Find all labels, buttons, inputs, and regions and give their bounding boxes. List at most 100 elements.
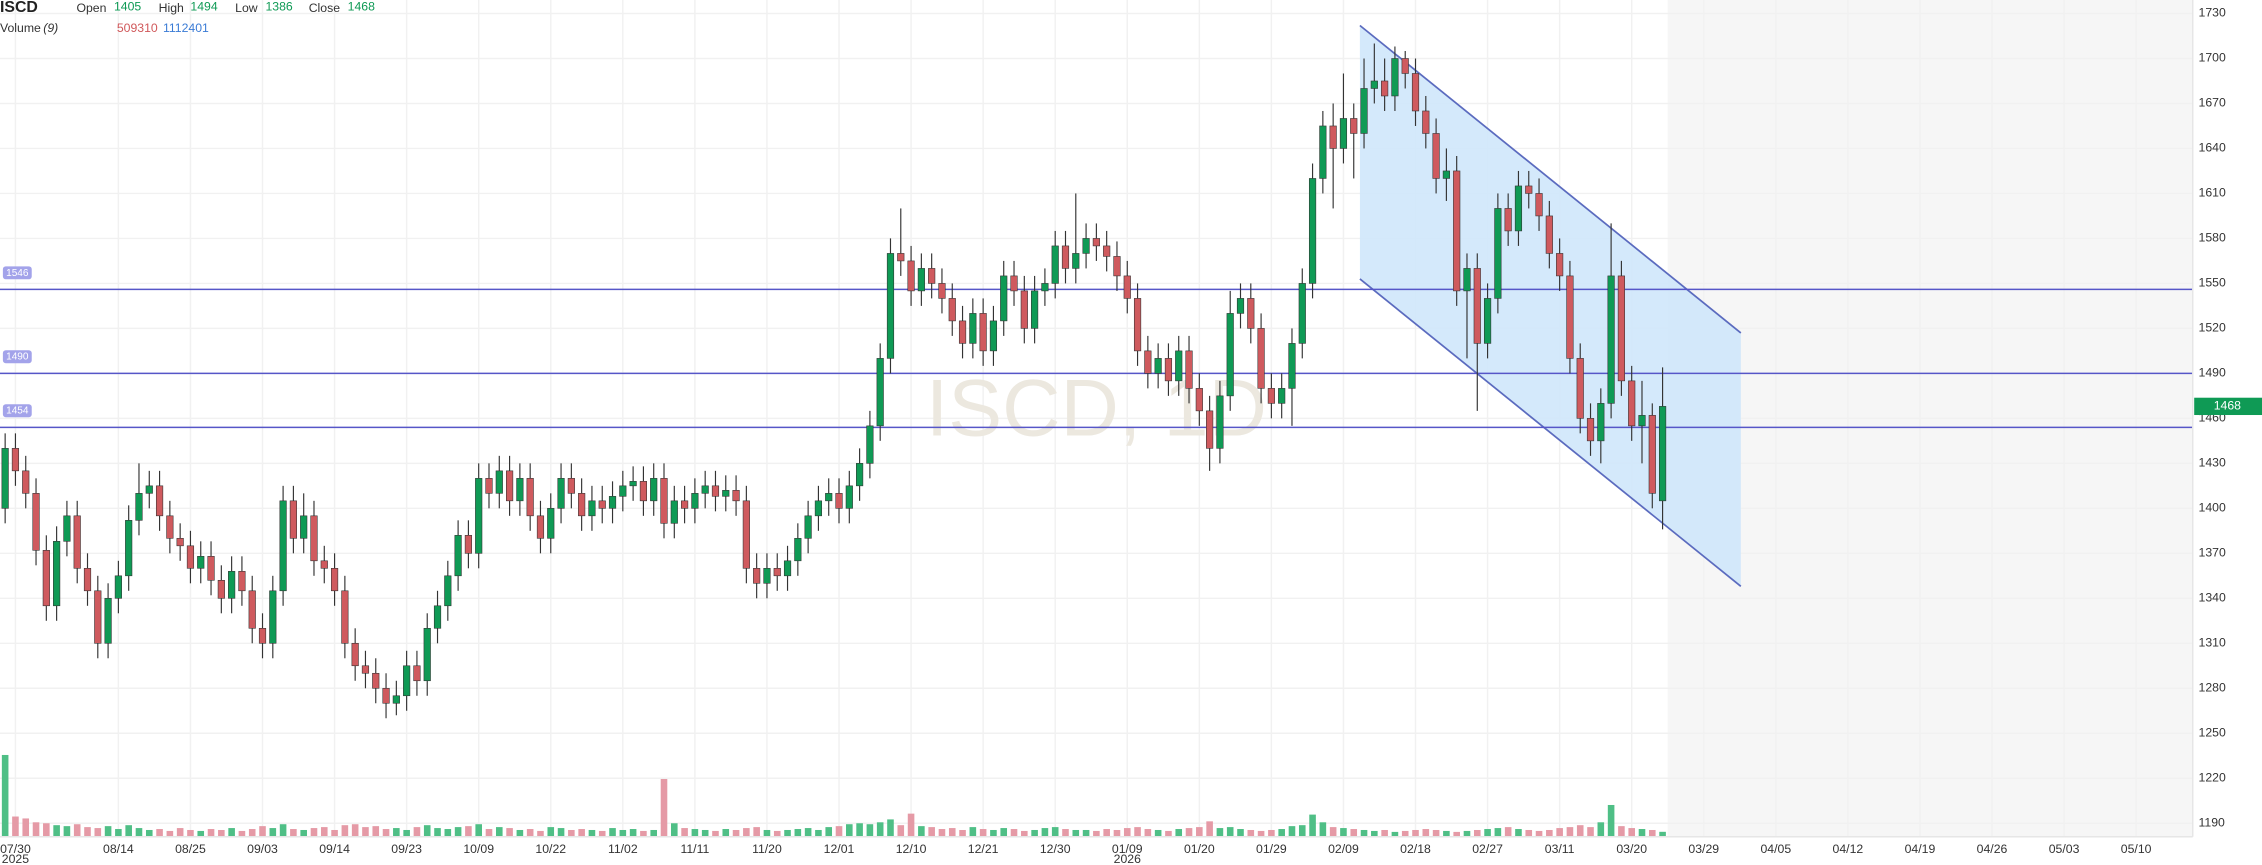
candle-body <box>166 515 174 539</box>
volume-bar <box>1618 826 1625 837</box>
candle-body <box>1175 350 1183 382</box>
candle-body <box>279 500 287 592</box>
last-price-label: 1468 <box>2214 399 2241 413</box>
candle-body <box>1031 290 1039 329</box>
volume-bar <box>1216 828 1224 837</box>
open-value: 1405 <box>114 0 141 13</box>
x-tick-label: 10/22 <box>535 842 566 856</box>
volume-bar <box>1659 831 1666 837</box>
volume-bar <box>1298 825 1306 837</box>
candle-body <box>382 687 390 704</box>
volume-bar <box>1566 827 1574 837</box>
volume-bar <box>1062 829 1069 837</box>
candle-body <box>1432 133 1440 179</box>
candle-body <box>1617 275 1625 382</box>
volume-bar <box>1381 829 1388 837</box>
candle-body <box>1463 268 1471 292</box>
volume-bar <box>794 829 802 837</box>
candle-body <box>135 493 143 521</box>
y-tick-label: 1700 <box>2199 51 2226 65</box>
y-tick-label: 1490 <box>2199 366 2226 380</box>
volume-bar <box>1257 830 1265 837</box>
volume-bar <box>372 826 380 837</box>
candle-body <box>1504 208 1512 232</box>
volume-bar <box>526 829 534 837</box>
high-label: High <box>159 1 184 15</box>
y-tick-label: 1220 <box>2199 770 2226 784</box>
candle-body <box>1267 388 1275 404</box>
candle-body <box>1103 245 1111 257</box>
volume-bar <box>1051 827 1059 837</box>
volume-bar <box>743 828 750 837</box>
candle-body <box>1298 283 1306 344</box>
candle-body <box>1381 80 1389 97</box>
background-layer <box>0 0 2193 837</box>
candle-body <box>83 568 92 592</box>
volume-bar <box>1278 829 1285 837</box>
candle-body <box>783 560 792 577</box>
candle-body <box>289 500 297 539</box>
volume-bar <box>84 827 91 837</box>
candle-body <box>197 556 205 569</box>
volume-bar <box>1165 830 1172 837</box>
candle-body <box>1113 256 1121 277</box>
candle-body <box>794 538 802 562</box>
candle-body <box>650 478 658 502</box>
volume-bar <box>1504 827 1512 837</box>
candle-body <box>1133 298 1142 352</box>
candle-body <box>979 313 987 352</box>
volume-bar <box>516 829 524 837</box>
volume-bar <box>1340 828 1347 837</box>
volume-bar <box>1432 829 1440 837</box>
volume-bar <box>1546 829 1553 837</box>
candle-body <box>485 478 493 494</box>
volume-bar <box>1525 829 1533 837</box>
candle-body <box>361 665 370 674</box>
candle-body <box>1154 358 1162 374</box>
y-tick-label: 1310 <box>2199 636 2226 650</box>
volume-bar <box>156 829 163 837</box>
volume-bar <box>1 754 9 837</box>
candle-body <box>495 470 503 494</box>
volume-bar <box>1082 829 1090 837</box>
candle-body <box>1051 245 1059 284</box>
volume-bar <box>12 816 19 837</box>
candle-body <box>1514 185 1523 232</box>
volume-bar <box>320 827 328 837</box>
volume-bar <box>475 824 482 837</box>
channel-fill <box>1359 25 1741 587</box>
volume-bar <box>928 827 935 837</box>
volume-bar <box>1268 829 1275 837</box>
candle-body <box>1350 118 1358 134</box>
volume-bar <box>238 830 246 837</box>
volume-bar <box>1021 830 1028 837</box>
volume-bar <box>1648 829 1656 837</box>
candle-body <box>598 500 606 509</box>
candle-body <box>701 485 709 494</box>
candle-body <box>1556 253 1564 277</box>
candle-body <box>413 665 421 682</box>
volume-bar <box>1422 829 1430 837</box>
candle-body <box>753 568 761 584</box>
level-label: 1546 <box>6 268 29 279</box>
candle-body <box>1370 80 1378 89</box>
candle-body <box>691 493 699 509</box>
y-tick-label: 1610 <box>2199 186 2226 200</box>
volume-bar <box>1443 830 1450 837</box>
level-label-box <box>2 350 32 364</box>
x-tick-label: 02/09 <box>1328 842 1359 856</box>
candle-body <box>330 568 339 592</box>
close-value: 1468 <box>348 0 375 13</box>
candle-body <box>310 515 318 562</box>
x-tick-label: 11/02 <box>608 842 638 856</box>
volume-bar <box>187 829 194 837</box>
volume-bar <box>1535 830 1543 837</box>
volume-bar <box>557 828 565 837</box>
candle-body <box>217 580 225 599</box>
volume-period: (9) <box>43 21 58 35</box>
volume-bar <box>650 829 658 837</box>
candle-body <box>1597 403 1605 442</box>
volume-bar <box>228 828 235 837</box>
volume-bar <box>22 818 30 837</box>
